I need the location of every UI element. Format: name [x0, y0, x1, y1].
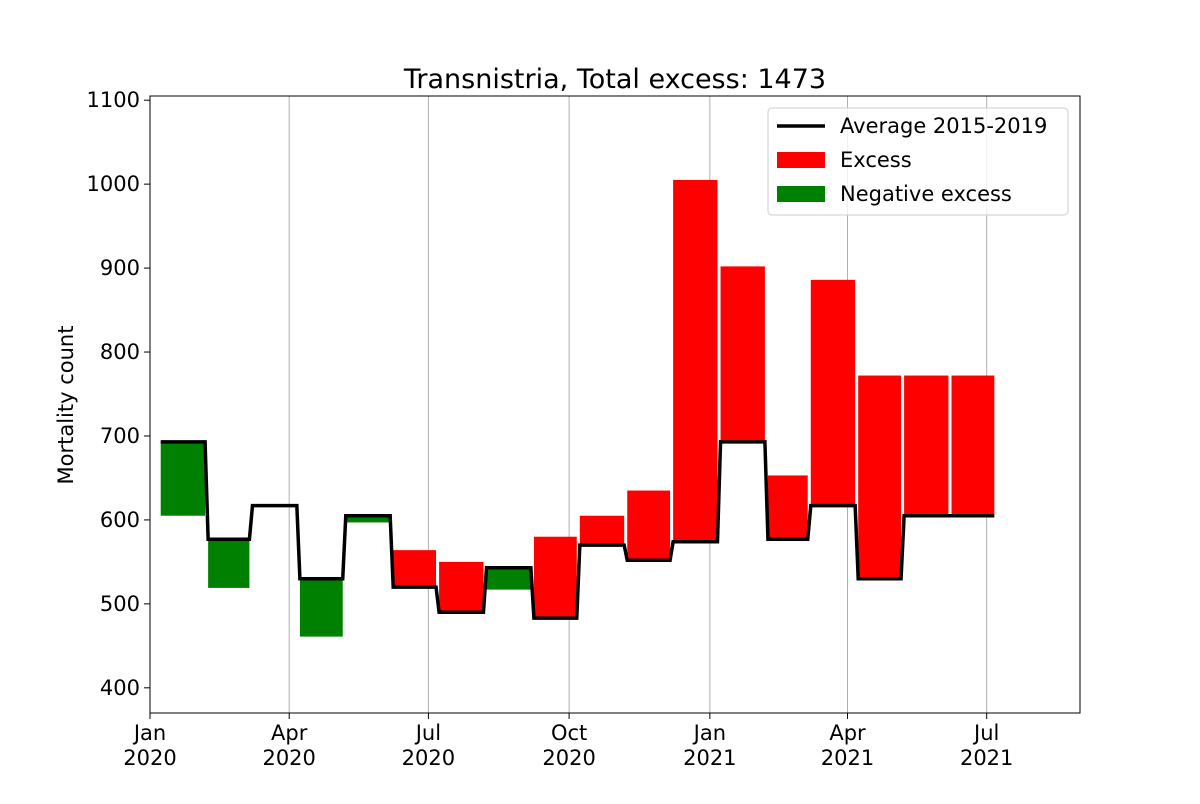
x-tick-label-year: 2021: [821, 746, 874, 770]
legend-label: Excess: [840, 148, 912, 172]
excess-bar: [810, 279, 856, 506]
negative-excess-bar: [345, 515, 391, 523]
legend: Average 2015-2019 Excess Negative excess: [767, 107, 1069, 216]
negative-excess-bar: [160, 441, 206, 516]
x-tick-label-year: 2020: [402, 746, 455, 770]
x-tick-label-month: Jan: [132, 721, 166, 745]
excess-bar: [673, 179, 718, 542]
legend-label: Negative excess: [840, 182, 1012, 206]
x-tick-label-month: Jul: [414, 721, 441, 745]
x-tick-label-month: Apr: [829, 721, 866, 745]
average-line-path: [160, 440, 995, 620]
legend-patch-swatch: [777, 152, 825, 168]
excess-bar: [393, 550, 437, 588]
y-tick-label: 800: [100, 340, 140, 364]
excess-bar: [627, 490, 671, 561]
legend-label: Average 2015-2019: [840, 114, 1047, 138]
legend-box: [767, 107, 1069, 216]
x-tick-label-year: 2020: [262, 746, 315, 770]
negative-excess-bar: [299, 578, 343, 637]
excess-bars: [160, 179, 995, 637]
x-tick-label-year: 2021: [960, 746, 1013, 770]
y-tick-label: 900: [100, 256, 140, 280]
negative-excess-bar: [486, 567, 531, 590]
excess-bar: [439, 561, 484, 613]
y-tick-label: 1000: [87, 172, 140, 196]
excess-bar: [579, 515, 625, 546]
excess-bar: [904, 375, 949, 516]
x-axis-ticks: Jan2020Apr2020Jul2020Oct2020Jan2021Apr20…: [123, 713, 1013, 770]
y-tick-label: 500: [100, 592, 140, 616]
average-step-line: [160, 440, 995, 620]
y-tick-label: 400: [100, 676, 140, 700]
x-tick-label-month: Jul: [972, 721, 999, 745]
x-tick-label-month: Oct: [551, 721, 587, 745]
negative-excess-bar: [208, 539, 250, 588]
y-tick-label: 1100: [87, 88, 140, 112]
y-axis-label: Mortality count: [54, 326, 78, 485]
chart-title: Transnistria, Total excess: 1473: [403, 64, 826, 95]
x-tick-label-year: 2021: [683, 746, 736, 770]
x-tick-label-year: 2020: [542, 746, 595, 770]
y-axis-ticks: 400 500 600 700 800 900 1000 1100: [87, 88, 150, 700]
excess-bar: [951, 375, 995, 516]
excess-bar: [767, 475, 808, 540]
x-tick-label-year: 2020: [123, 746, 176, 770]
y-tick-label: 700: [100, 424, 140, 448]
plot-area-frame: [149, 95, 1081, 714]
excess-bar: [533, 536, 577, 619]
legend-patch-swatch: [777, 186, 825, 202]
excess-bar: [858, 375, 902, 579]
excess-bar: [720, 266, 765, 442]
y-tick-label: 600: [100, 508, 140, 532]
x-tick-label-month: Apr: [271, 721, 308, 745]
x-tick-label-month: Jan: [692, 721, 726, 745]
